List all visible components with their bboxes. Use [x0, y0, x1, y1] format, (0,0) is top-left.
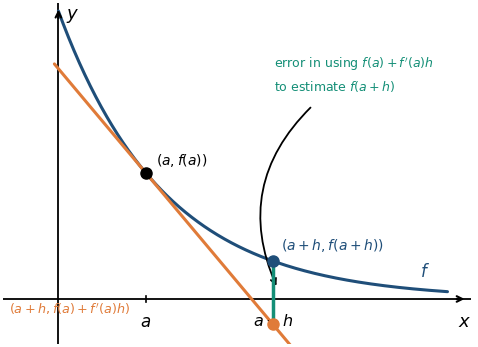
- Text: $f$: $f$: [420, 263, 430, 281]
- Text: $(a + h, f(a) + f'(a)h)$: $(a + h, f(a) + f'(a)h)$: [9, 301, 130, 317]
- Text: $a$: $a$: [140, 313, 151, 331]
- Text: $y$: $y$: [66, 7, 80, 25]
- Text: $(a + h, f(a + h))$: $(a + h, f(a + h))$: [281, 237, 384, 254]
- Text: error in using $f(a) + f'(a)h$: error in using $f(a) + f'(a)h$: [274, 56, 434, 73]
- Text: $(a, f(a))$: $(a, f(a))$: [156, 152, 207, 169]
- Text: to estimate $f(a + h)$: to estimate $f(a + h)$: [274, 79, 396, 94]
- Text: $x$: $x$: [458, 313, 472, 331]
- Text: $a + h$: $a + h$: [252, 313, 293, 329]
